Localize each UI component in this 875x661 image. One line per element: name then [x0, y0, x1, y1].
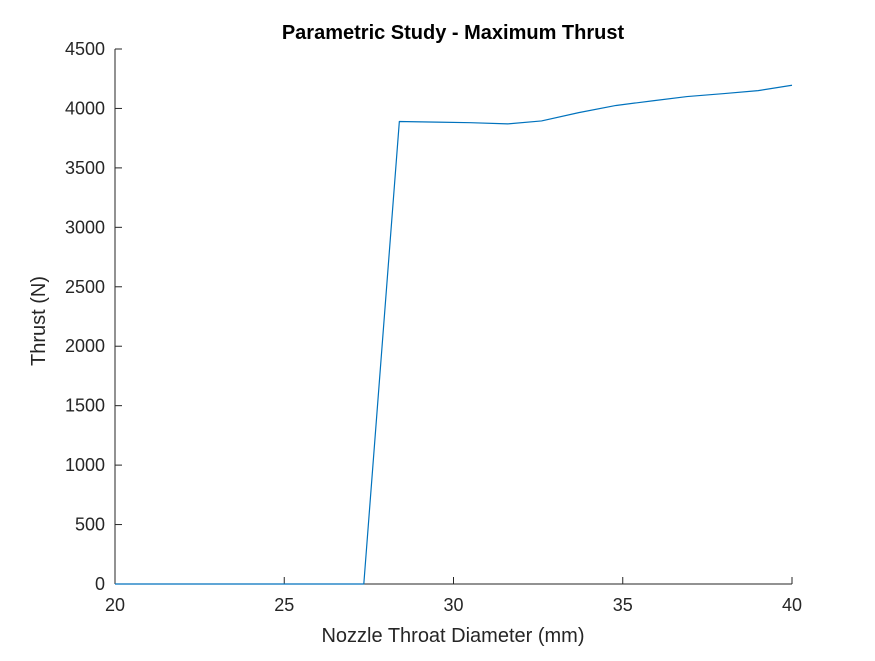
y-tick-labels: 0 500 1000 1500 2000 2500 3000 3500 4000 4500	[65, 39, 105, 594]
y-tick-label: 4500	[65, 39, 105, 59]
y-tick-label: 2500	[65, 277, 105, 297]
y-tick-label: 2000	[65, 336, 105, 356]
y-tick-label: 4000	[65, 98, 105, 118]
y-tick-label: 0	[95, 574, 105, 594]
plot-axes	[114, 48, 793, 585]
x-tick-label: 25	[274, 595, 294, 615]
x-tick-label: 20	[105, 595, 125, 615]
x-tick-label: 40	[782, 595, 802, 615]
x-axis-label: Nozzle Throat Diameter (mm)	[321, 625, 584, 647]
y-tick-label: 3000	[65, 217, 105, 237]
y-tick-label: 1500	[65, 396, 105, 416]
x-tick-labels: 20 25 30 35 40	[105, 595, 802, 615]
y-axis-label: Thrust (N)	[28, 276, 50, 366]
y-tick-label: 3500	[65, 158, 105, 178]
y-tick-label: 500	[75, 515, 105, 535]
chart-title: Parametric Study - Maximum Thrust	[282, 22, 625, 44]
y-tick-label: 1000	[65, 455, 105, 475]
x-tick-label: 35	[613, 595, 633, 615]
series-layer	[115, 84, 793, 585]
x-tick-label: 30	[443, 595, 463, 615]
thrust-series-line	[115, 84, 793, 585]
